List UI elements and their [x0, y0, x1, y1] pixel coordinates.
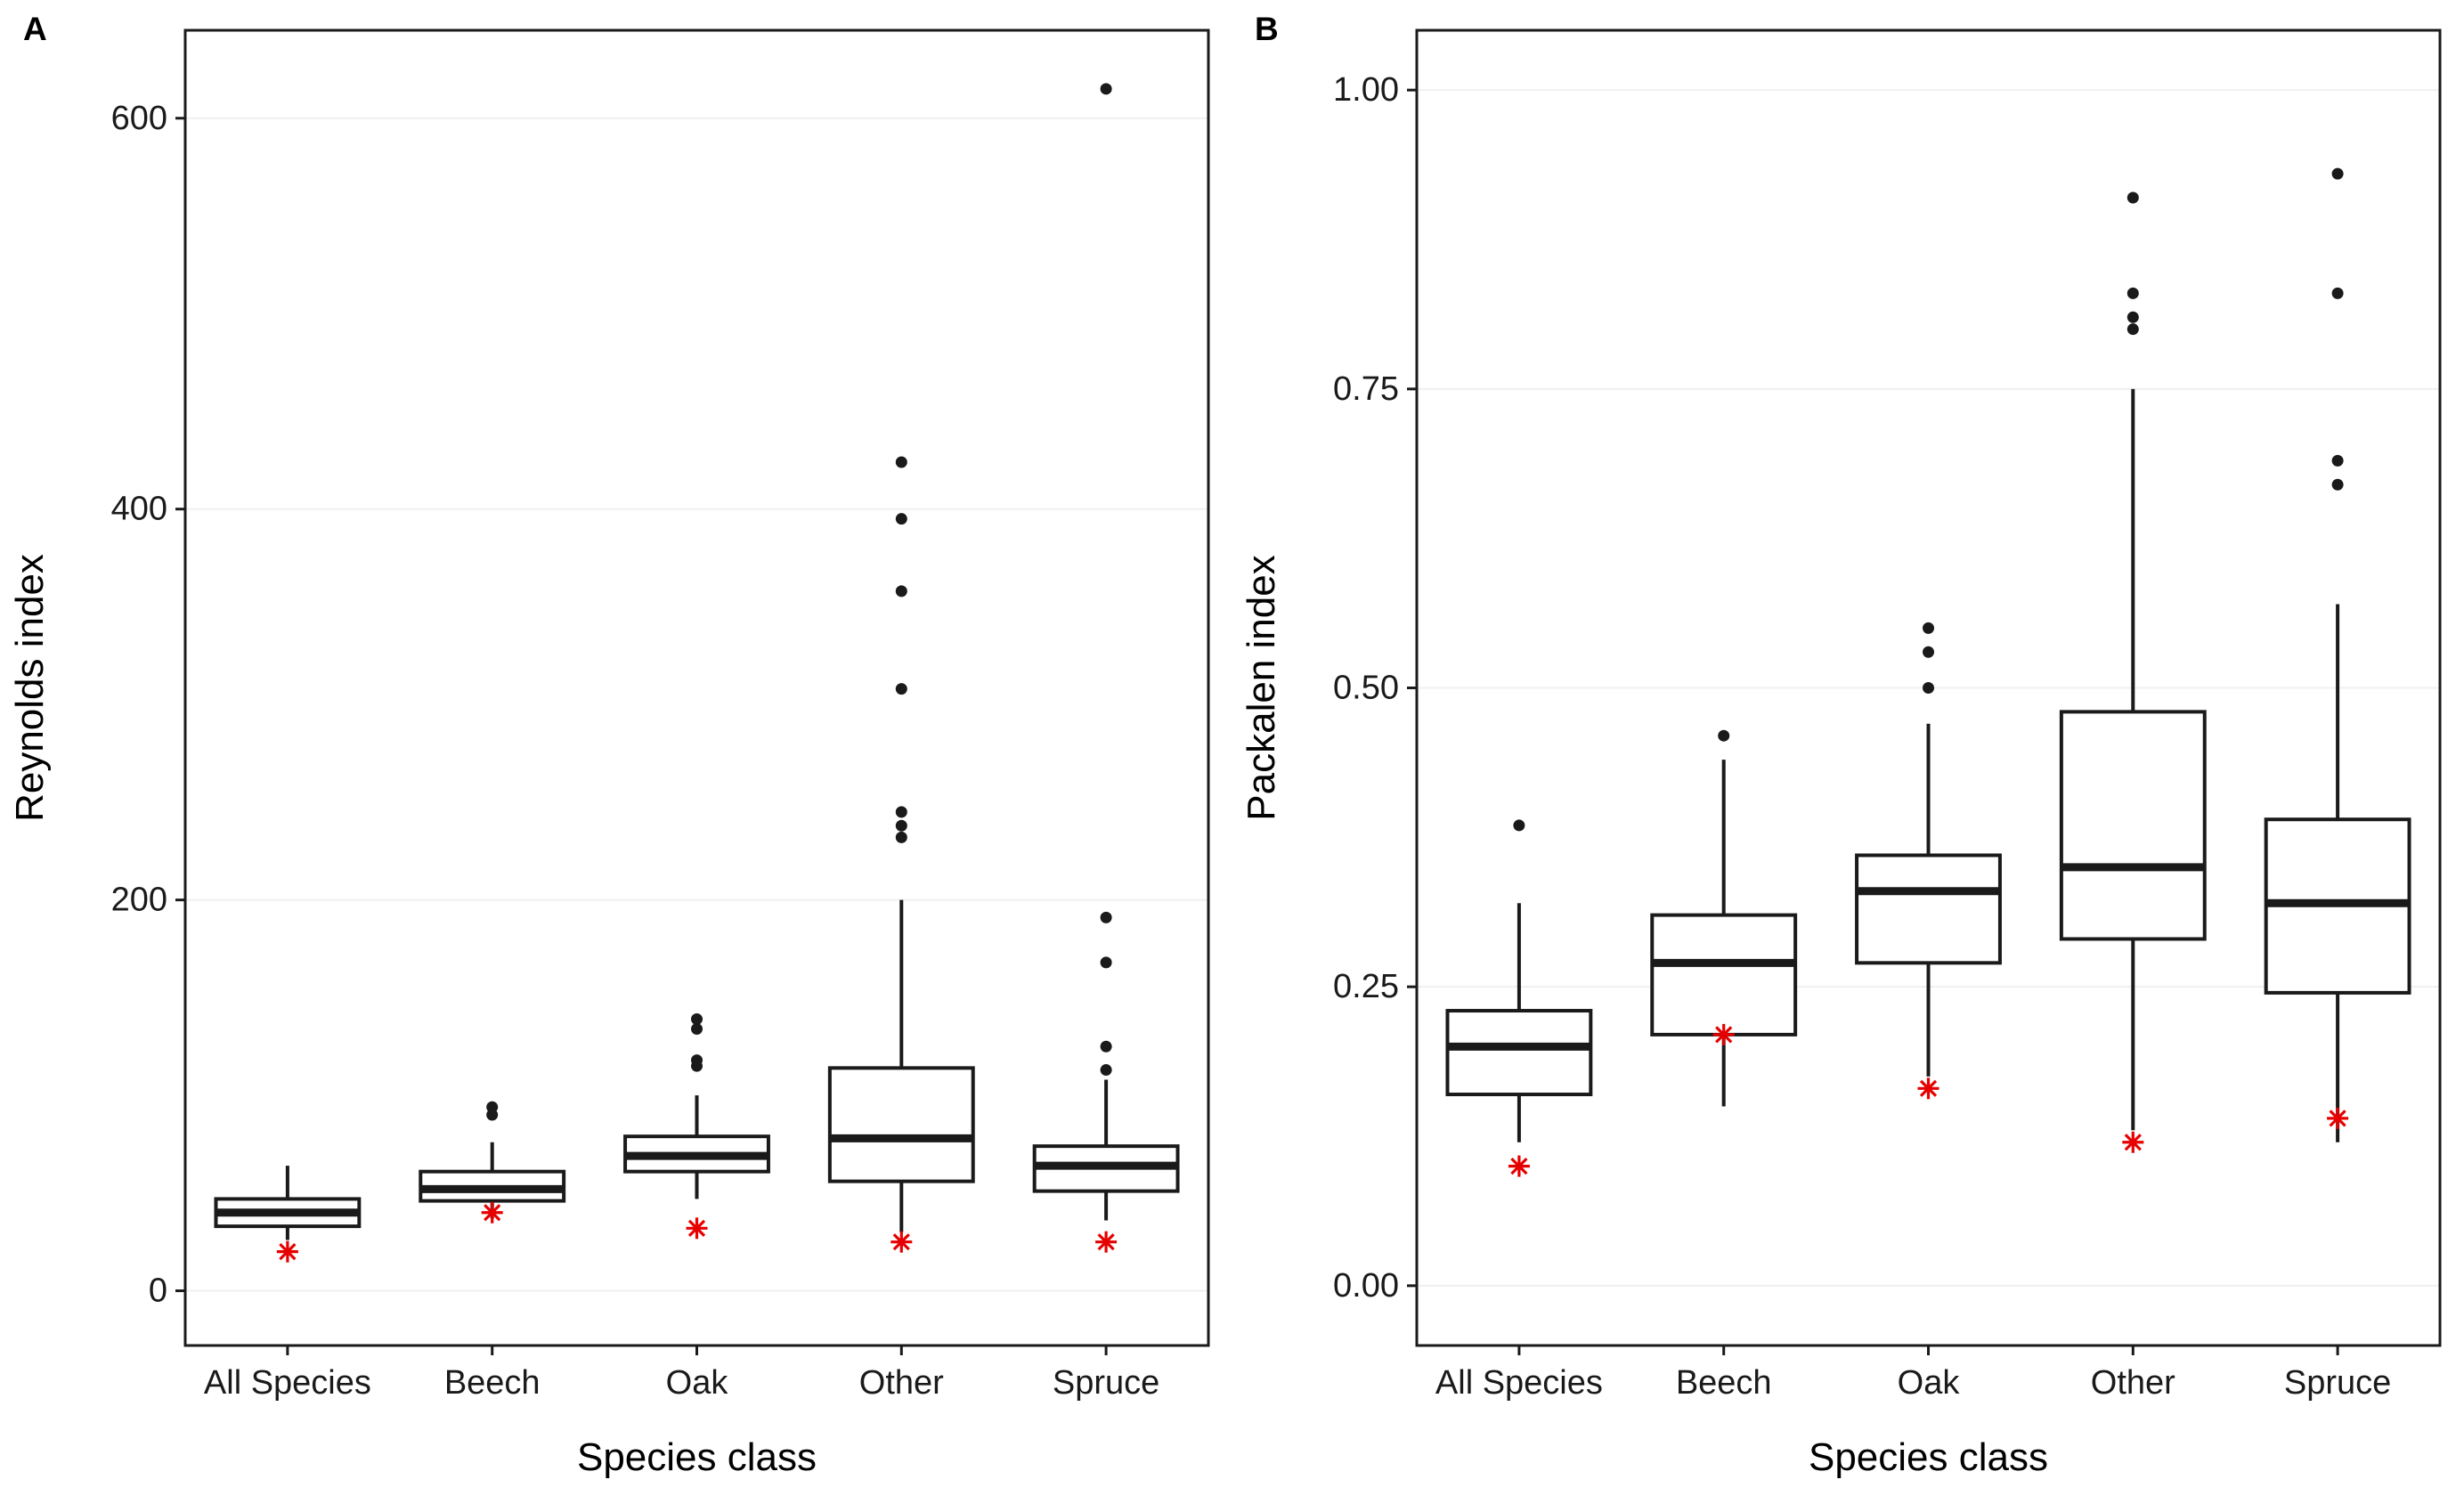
y-tick-label: 400 — [111, 491, 167, 528]
box-group-beech — [1650, 729, 1798, 1107]
panel-a-label: A — [23, 11, 47, 47]
outlier-point — [895, 513, 907, 525]
red-star-marker — [1712, 1023, 1735, 1045]
outlier-point — [895, 831, 907, 843]
outlier-point — [2331, 287, 2344, 299]
red-star-marker — [686, 1217, 708, 1240]
box-group-all-species — [214, 1166, 362, 1263]
iqr-box — [827, 1066, 975, 1183]
box-group-oak — [1855, 622, 2002, 1100]
outlier-point — [2127, 311, 2139, 323]
outlier-point — [2331, 454, 2344, 467]
y-tick-label: 0 — [149, 1272, 167, 1310]
x-axis-title: Species class — [577, 1435, 817, 1479]
y-axis-title: Packalen index — [1240, 555, 1283, 820]
outlier-point — [1100, 1064, 1112, 1077]
iqr-box — [1650, 913, 1798, 1037]
outlier-point — [2127, 191, 2139, 204]
star-spoke — [2329, 1110, 2346, 1127]
panel-b-label: B — [1255, 11, 1279, 47]
box-group-beech — [419, 1101, 566, 1224]
outlier-point — [895, 456, 907, 468]
red-star-marker — [2327, 1107, 2349, 1129]
iqr-box — [1445, 1009, 1593, 1097]
outlier-point — [1923, 682, 1934, 694]
star-spoke — [2124, 1134, 2142, 1151]
outlier-point — [1100, 1040, 1112, 1053]
box-group-other — [2059, 191, 2207, 1153]
outlier-point — [1923, 622, 1934, 634]
outlier-point — [691, 1054, 703, 1067]
red-star-marker — [1508, 1155, 1530, 1177]
panel-a: A 0 200 400 600 All Species Beech Oak Other Spru… — [8, 11, 1210, 1479]
iqr-box — [1855, 853, 2002, 965]
outlier-point — [1923, 646, 1934, 658]
box-group-spruce — [1032, 83, 1180, 1253]
y-tick-label: 1.00 — [1333, 71, 1399, 109]
box-group-oak — [623, 1012, 770, 1240]
iqr-box — [2059, 710, 2207, 941]
x-tick-label: Beech — [1676, 1364, 1772, 1402]
y-tick-label: 0.00 — [1333, 1267, 1399, 1305]
x-tick-label: All Species — [204, 1364, 371, 1402]
outlier-point — [2331, 478, 2344, 491]
x-tick-label: Oak — [1898, 1364, 1961, 1402]
x-tick-label: Beech — [444, 1364, 541, 1402]
box-group-spruce — [2264, 167, 2411, 1142]
outlier-point — [895, 585, 907, 598]
panel-a-chart: 0 200 400 600 All Species Beech Oak Other Spruce… — [8, 28, 1210, 1479]
outlier-point — [1718, 729, 1730, 742]
x-tick-label: Other — [859, 1364, 944, 1402]
star-spoke — [279, 1243, 297, 1261]
x-tick-label: All Species — [1435, 1364, 1603, 1402]
y-axis-title: Reynolds index — [8, 554, 52, 822]
outlier-point — [1100, 911, 1112, 923]
outlier-point — [2127, 287, 2139, 299]
panel-b: B 0.00 0.25 0.50 0.75 1.00 All Species Beech Oa… — [1232, 0, 2463, 1504]
outlier-point — [1100, 956, 1112, 969]
outlier-point — [1513, 819, 1525, 832]
star-spoke — [1510, 1157, 1528, 1175]
star-spoke — [1097, 1233, 1115, 1251]
outlier-point — [895, 806, 907, 818]
red-star-marker — [1095, 1231, 1118, 1253]
red-star-marker — [481, 1201, 503, 1224]
box-group-all-species — [1445, 819, 1593, 1177]
x-tick-label: Other — [2091, 1364, 2175, 1402]
y-tick-label: 0.50 — [1333, 670, 1399, 707]
outlier-point — [2331, 167, 2344, 180]
red-star-marker — [276, 1240, 298, 1263]
y-tick-label: 0.25 — [1333, 968, 1399, 1005]
x-tick-label: Spruce — [2284, 1364, 2391, 1402]
panel-b-chart: 0.00 0.25 0.50 0.75 1.00 All Species Beech Oak O… — [1240, 28, 2442, 1479]
y-tick-label: 200 — [111, 882, 167, 919]
x-axis-title: Species class — [1809, 1435, 2048, 1479]
y-tick-label: 0.75 — [1333, 370, 1399, 408]
star-spoke — [892, 1233, 910, 1251]
box-group-other — [827, 456, 975, 1253]
outlier-point — [691, 1012, 703, 1025]
red-star-marker — [2122, 1131, 2144, 1153]
outlier-point — [691, 1022, 703, 1035]
star-spoke — [1715, 1026, 1733, 1044]
red-star-marker — [890, 1231, 913, 1253]
x-tick-label: Spruce — [1053, 1364, 1159, 1402]
outlier-point — [1100, 83, 1112, 95]
x-tick-label: Oak — [666, 1364, 729, 1402]
red-star-marker — [1917, 1077, 1939, 1100]
star-spoke — [687, 1219, 706, 1237]
star-spoke — [484, 1204, 501, 1222]
outlier-point — [486, 1101, 499, 1113]
outlier-point — [895, 819, 907, 832]
outlier-point — [2127, 323, 2139, 336]
outlier-point — [895, 683, 907, 695]
star-spoke — [1919, 1079, 1938, 1097]
y-tick-label: 600 — [111, 100, 167, 137]
